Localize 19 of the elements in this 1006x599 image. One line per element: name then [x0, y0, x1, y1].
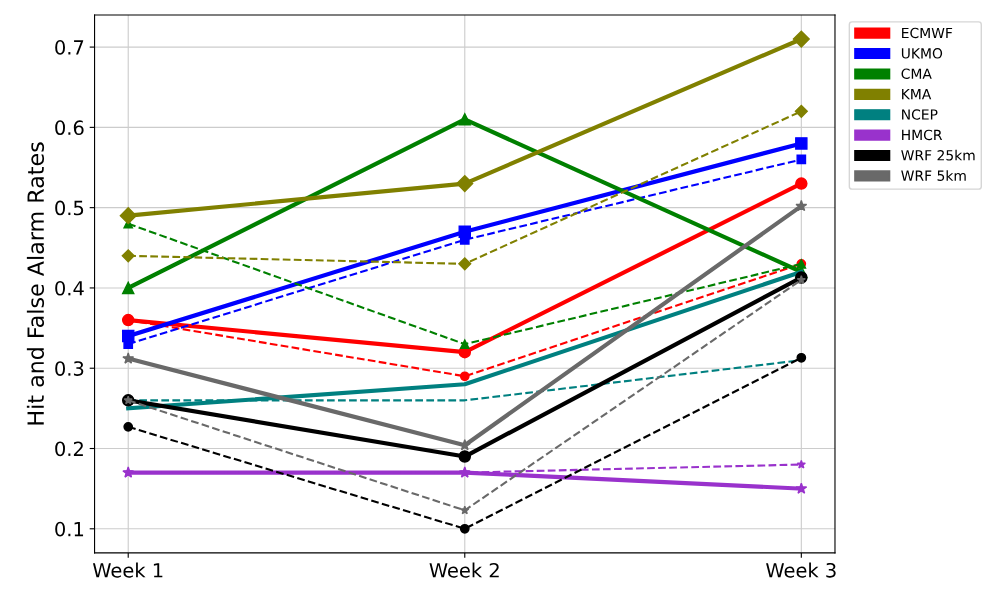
y-tick-label: 0.5	[55, 200, 84, 216]
legend-label: CMA	[901, 68, 932, 79]
y-tick-label: 0.7	[55, 40, 84, 55]
y-axis-title: Hit and False Alarm Rates	[26, 142, 45, 425]
x-tick-label: Week 1	[92, 562, 163, 578]
legend-label: KMA	[902, 89, 932, 100]
y-tick-label: 0.1	[55, 521, 84, 537]
legend-label: ECMWF	[902, 27, 953, 39]
x-tick-label: Week 3	[766, 562, 836, 578]
legend-label: UKMO	[901, 48, 943, 59]
legend-label: HMCR	[902, 129, 943, 141]
y-tick-label: 0.2	[55, 441, 83, 457]
legend-label: NCEP	[902, 109, 938, 120]
x-tick-label: Week 2	[429, 562, 499, 578]
y-tick-label: 0.4	[55, 280, 84, 296]
legend-label: WRF 25km	[901, 149, 975, 161]
y-tick-label: 0.3	[55, 361, 84, 376]
legend-label: WRF 5km	[901, 170, 966, 181]
y-tick-label: 0.6	[55, 120, 84, 136]
